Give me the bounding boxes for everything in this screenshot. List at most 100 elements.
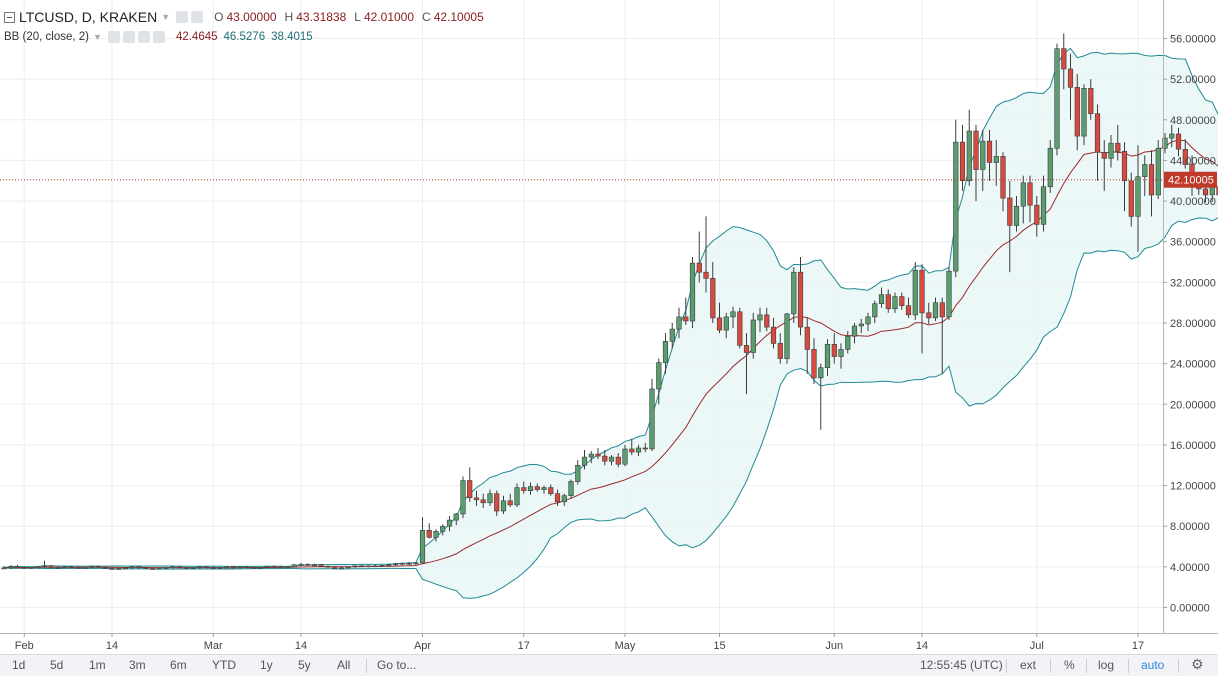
candle: [35, 565, 41, 569]
candle-body: [1040, 186, 1047, 225]
chevron-down-icon[interactable]: ▼: [93, 32, 102, 42]
candle: [446, 516, 453, 532]
range-1y[interactable]: 1y: [260, 658, 273, 672]
candle: [41, 560, 48, 568]
candle: [433, 529, 439, 542]
candle-body: [1108, 142, 1114, 159]
collapse-icon[interactable]: [4, 11, 15, 23]
candle: [527, 482, 534, 495]
candle: [885, 289, 891, 313]
auto-toggle[interactable]: auto: [1141, 658, 1165, 672]
candle: [426, 523, 432, 539]
candle-body: [899, 296, 905, 307]
candle-body: [939, 302, 945, 318]
candle: [561, 493, 567, 506]
candle-body: [298, 563, 304, 566]
candle: [136, 565, 142, 569]
range-all[interactable]: All: [337, 658, 351, 672]
y-tick-label: 16.00000: [1170, 440, 1216, 452]
candle-body: [1182, 149, 1188, 165]
candle-body: [1, 567, 7, 570]
candle: [251, 566, 257, 569]
candle-body: [1067, 68, 1074, 88]
candle-body: [35, 566, 41, 569]
range-6m[interactable]: 6m: [170, 658, 187, 672]
candle: [55, 566, 61, 569]
visibility-icon[interactable]: [191, 11, 204, 23]
chevron-down-icon[interactable]: ▼: [161, 12, 171, 22]
candle-body: [710, 277, 716, 319]
price-axis[interactable]: 56.00000 52.00000 48.00000 44.00000 40.00000…: [1163, 34, 1216, 615]
percent-toggle[interactable]: %: [1064, 658, 1075, 672]
candle: [865, 312, 871, 332]
eye-icon[interactable]: [107, 31, 120, 43]
candle-body: [446, 519, 453, 527]
candle: [298, 562, 304, 566]
symbol-title[interactable]: LTCUSD, D, KRAKEN: [19, 9, 158, 25]
candle: [345, 566, 351, 569]
range-3m[interactable]: 3m: [129, 658, 146, 672]
range-ytd[interactable]: YTD: [212, 658, 236, 672]
utc-clock[interactable]: 12:55:45 (UTC): [920, 658, 1003, 672]
candle-body: [602, 455, 608, 462]
range-5y[interactable]: 5y: [298, 658, 311, 672]
candle-body: [514, 487, 520, 506]
candle-body: [568, 481, 574, 496]
candle-body: [1135, 176, 1141, 217]
ext-toggle[interactable]: ext: [1020, 658, 1037, 672]
candle: [689, 256, 696, 329]
candle: [244, 565, 250, 569]
candle: [1034, 195, 1040, 237]
more-icon[interactable]: [152, 31, 165, 43]
candle-body: [237, 566, 243, 569]
range-1m[interactable]: 1m: [89, 658, 106, 672]
candle: [460, 476, 466, 519]
candle-body: [946, 270, 952, 318]
candle: [1027, 175, 1033, 223]
candle-body: [878, 294, 885, 305]
candle-body: [406, 562, 412, 565]
time-axis[interactable]: Feb14Mar14Apr17May15Jun14Jul17Aug: [15, 633, 1218, 652]
candle: [291, 563, 297, 568]
candle: [1074, 74, 1080, 151]
x-tick-label: Feb: [15, 640, 34, 652]
candle-body: [743, 345, 750, 353]
candle-body: [872, 303, 878, 318]
candle: [953, 119, 959, 278]
candle: [116, 567, 122, 570]
candle-body: [55, 567, 61, 569]
candle-body: [608, 456, 615, 462]
candle: [372, 564, 378, 568]
log-toggle[interactable]: log: [1098, 658, 1115, 672]
candle-body: [1027, 182, 1033, 206]
candle-body: [548, 487, 554, 495]
candle: [210, 566, 216, 569]
candle: [1007, 180, 1013, 273]
candle-body: [68, 566, 75, 569]
close-icon[interactable]: [137, 31, 150, 43]
goto-button[interactable]: Go to...: [377, 658, 417, 672]
gear-icon[interactable]: ⚙: [1191, 656, 1204, 672]
candle: [1088, 79, 1094, 120]
candle-body: [642, 447, 648, 450]
candle: [1216, 186, 1218, 196]
candle-body: [750, 319, 756, 353]
price-chart[interactable]: 56.00000 52.00000 48.00000 44.00000 40.00000…: [0, 0, 1218, 654]
candle: [352, 565, 358, 568]
range-5d[interactable]: 5d: [50, 658, 64, 672]
candle-body: [656, 362, 662, 390]
candle-body: [791, 271, 797, 315]
candle: [325, 565, 331, 568]
settings-icon[interactable]: [176, 11, 189, 23]
candle-body: [1155, 147, 1161, 196]
range-1d[interactable]: 1d: [12, 658, 26, 672]
candle-body: [892, 296, 898, 310]
candle: [676, 307, 682, 339]
candle-body: [116, 568, 122, 570]
indicator-label[interactable]: BB (20, close, 2): [4, 31, 90, 43]
candle-body: [291, 564, 297, 568]
gear-icon[interactable]: [122, 31, 135, 43]
bollinger-upper-band: [3, 47, 1218, 569]
candle: [1020, 175, 1026, 224]
low-key: L: [354, 10, 361, 24]
